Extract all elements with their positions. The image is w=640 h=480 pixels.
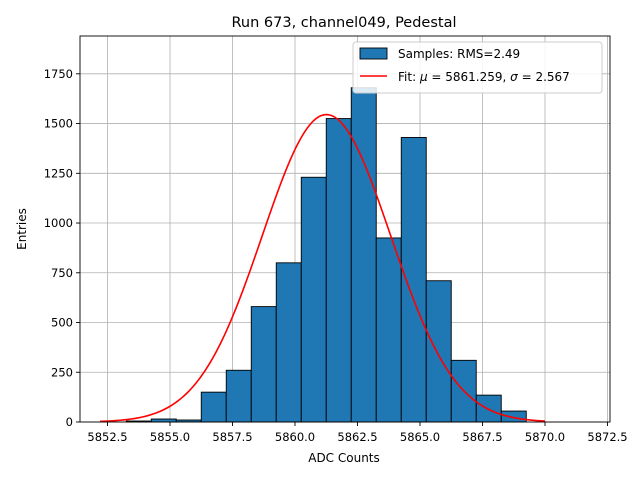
y-tick-label: 500 [51,316,73,330]
plot-frame [79,35,611,423]
histogram-bar [375,237,402,423]
x-tick-label: 5867.5 [462,430,502,444]
y-axis-ticks: 0 250 500 750 1000 1250 1500 1750 [44,67,80,429]
legend-fit-mid: = 5861.259, [428,70,511,84]
legend-samples-swatch [359,47,388,60]
y-tick-label: 250 [51,365,73,379]
x-tick-label: 5855.0 [150,430,190,444]
chart-title: Run 673, channel049, Pedestal [231,15,456,31]
histogram-bar [400,137,427,423]
legend: Samples: RMS=2.49 Fit: μ = 5861.259, σ =… [352,41,603,94]
legend-fit-label: Fit: μ = 5861.259, σ = 2.567 [398,70,570,84]
histogram-bar [500,410,527,423]
histogram-bars [125,87,527,423]
x-axis-label: ADC Counts [308,451,380,465]
legend-frame [352,41,603,94]
histogram-bar [275,262,302,423]
histogram-bar [200,391,227,423]
y-tick-label: 1250 [44,166,73,180]
histogram-bar [225,369,252,423]
y-tick-label: 1750 [44,67,73,81]
y-tick-label: 1500 [44,117,73,131]
histogram-bar [325,118,352,423]
legend-fit-sigma-symbol: σ [510,70,518,84]
x-tick-label: 5870.0 [525,430,565,444]
legend-fit-end: = 2.567 [518,70,570,84]
x-tick-label: 5865.0 [400,430,440,444]
legend-fit-prefix: Fit: [398,70,420,84]
gaussian-fit-curve [99,113,546,423]
y-axis-label: Entries [15,208,29,250]
x-tick-label: 5862.5 [337,430,377,444]
x-tick-label: 5872.5 [587,430,627,444]
x-tick-label: 5852.5 [87,430,127,444]
histogram-bar [250,306,277,423]
y-tick-label: 1000 [44,216,73,230]
y-tick-label: 750 [51,266,73,280]
histogram-bar [300,176,327,423]
legend-samples-label: Samples: RMS=2.49 [398,47,520,61]
histogram-bar [350,87,377,423]
legend-fit-mu-symbol: μ [419,70,428,84]
x-tick-label: 5857.5 [212,430,252,444]
y-tick-label: 0 [66,415,73,429]
x-axis-ticks: 5852.5 5855.0 5857.5 5860.0 5862.5 5865.0 5867… [87,422,628,444]
histogram-bar [425,280,452,423]
x-tick-label: 5860.0 [275,430,315,444]
